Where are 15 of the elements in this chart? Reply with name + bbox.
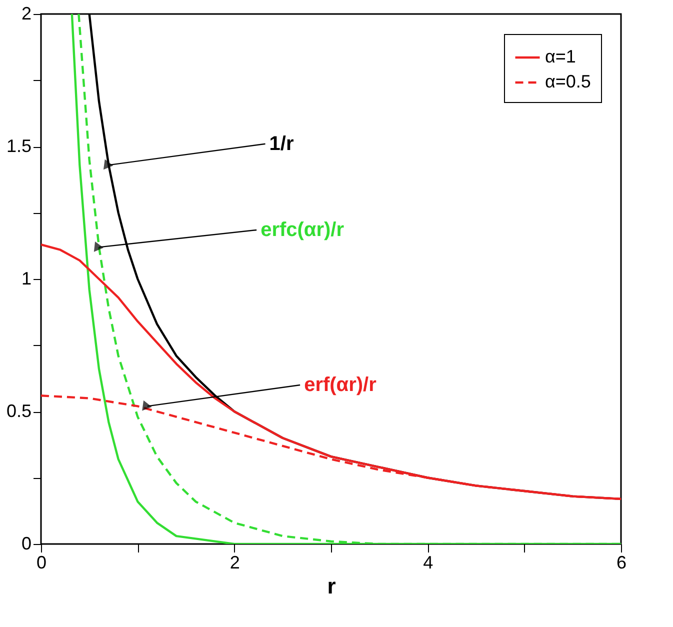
x-tick-label: 6: [616, 552, 627, 572]
y-tick-label: 0.5: [6, 401, 32, 421]
x-tick-label: 4: [423, 552, 434, 572]
annotation: erf(αr)/r: [304, 374, 377, 396]
x-tick-label: 2: [230, 552, 240, 572]
x-tick-label: 0: [36, 552, 47, 572]
y-tick-label: 2: [21, 4, 32, 24]
x-axis-title: r: [327, 574, 336, 598]
annotation: 1/r: [269, 132, 294, 155]
y-tick-label: 1.5: [6, 136, 32, 156]
y-tick-label: 0: [21, 534, 32, 554]
legend-label: α=1: [545, 46, 576, 66]
legend-label: α=0.5: [545, 72, 591, 92]
annotation: erfc(αr)/r: [260, 218, 344, 241]
y-tick-label: 1: [21, 268, 32, 288]
